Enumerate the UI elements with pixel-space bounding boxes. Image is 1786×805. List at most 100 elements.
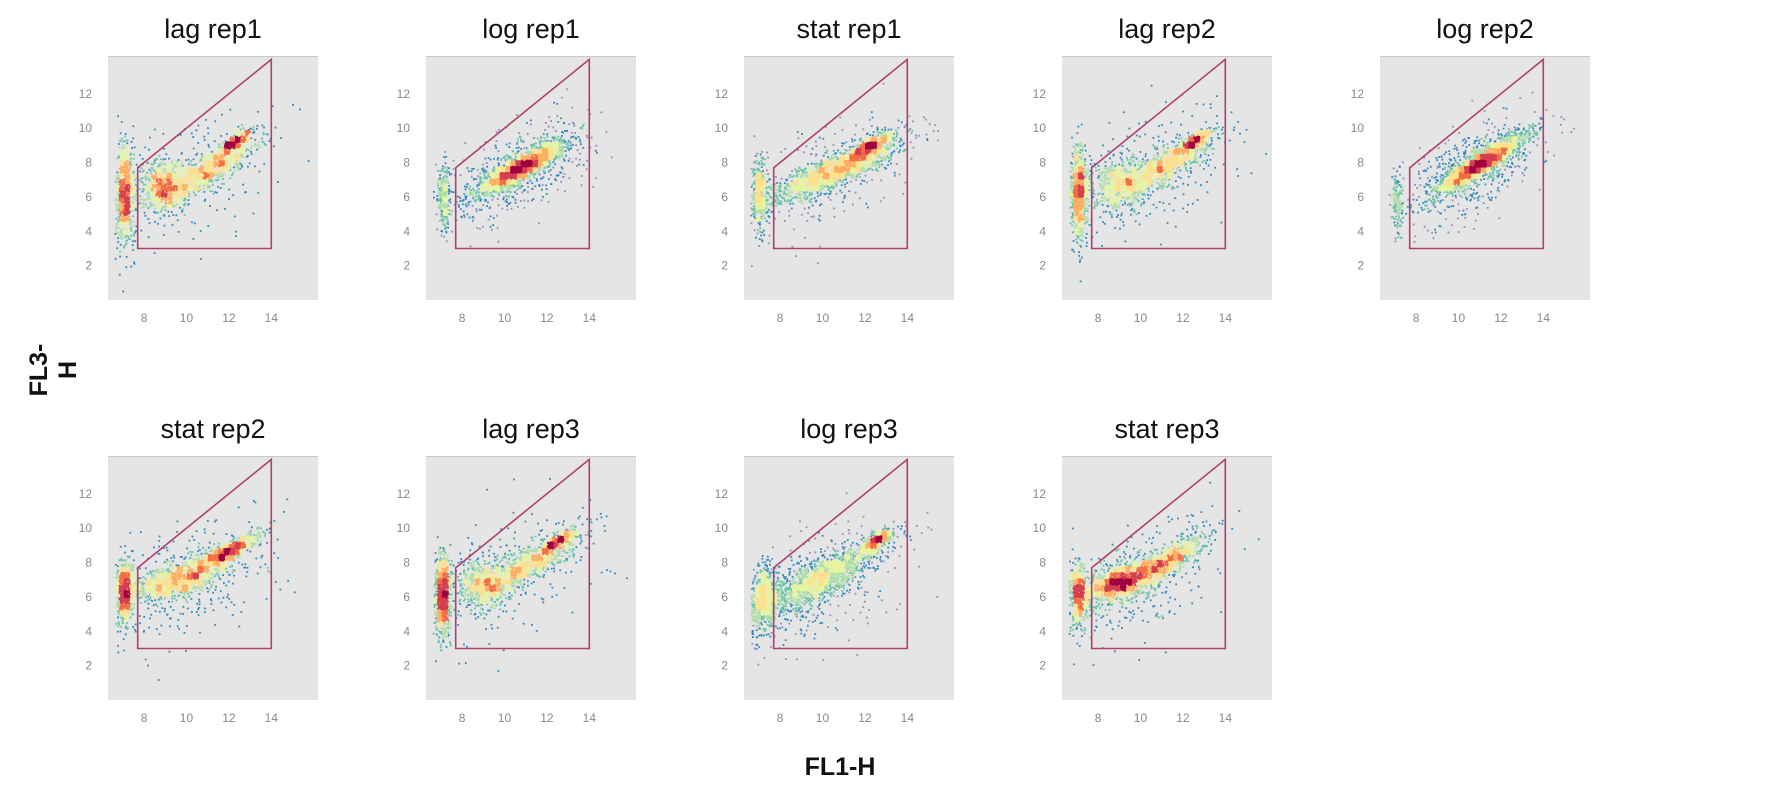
data-point	[124, 155, 127, 158]
data-point	[126, 201, 128, 204]
data-point	[440, 190, 442, 192]
data-point	[193, 179, 196, 182]
data-point	[196, 167, 199, 170]
data-point	[245, 134, 248, 136]
data-point	[568, 149, 570, 151]
data-point	[579, 138, 581, 141]
data-point	[307, 160, 310, 162]
data-point	[169, 172, 171, 174]
data-point	[506, 166, 508, 168]
data-point	[146, 192, 149, 195]
data-point	[562, 176, 565, 178]
data-point	[576, 149, 579, 151]
data-point	[512, 160, 515, 163]
data-point	[207, 161, 209, 163]
data-point	[522, 177, 525, 180]
data-point	[482, 163, 485, 166]
data-point	[163, 171, 166, 174]
data-point	[181, 190, 183, 192]
data-point	[133, 193, 136, 196]
data-point	[509, 186, 512, 189]
data-point	[498, 181, 501, 184]
data-point	[610, 156, 613, 159]
data-point	[496, 178, 499, 181]
data-point	[150, 202, 153, 205]
data-point	[241, 150, 244, 152]
data-point	[164, 188, 167, 191]
data-point	[442, 220, 445, 223]
data-point	[541, 150, 544, 153]
data-point	[134, 178, 137, 181]
data-point	[195, 174, 198, 177]
data-point	[552, 147, 555, 150]
data-point	[135, 163, 138, 166]
data-point	[169, 175, 172, 178]
data-point	[441, 230, 444, 233]
data-point	[157, 206, 160, 208]
data-point	[218, 164, 221, 167]
data-point	[517, 161, 520, 163]
data-point	[120, 219, 123, 222]
data-point	[546, 153, 549, 156]
data-point	[128, 178, 131, 181]
data-point	[173, 189, 176, 192]
data-point	[128, 228, 130, 230]
data-point	[245, 138, 248, 141]
data-point	[122, 290, 125, 293]
data-point	[530, 163, 533, 165]
data-point	[501, 207, 504, 210]
data-point	[231, 172, 234, 175]
data-point	[550, 144, 552, 147]
data-point	[477, 175, 480, 178]
data-point	[446, 208, 449, 211]
data-point	[538, 155, 541, 158]
data-point	[450, 173, 453, 175]
data-point	[568, 123, 570, 126]
data-point	[207, 143, 210, 146]
data-point	[166, 167, 169, 170]
data-point	[197, 142, 200, 144]
data-point	[540, 199, 543, 202]
data-point	[521, 154, 524, 157]
data-point	[175, 194, 178, 196]
data-point	[157, 198, 160, 200]
data-point	[506, 195, 509, 198]
data-point	[166, 186, 169, 189]
data-point	[262, 131, 265, 134]
data-point	[439, 174, 441, 176]
data-point	[492, 188, 495, 190]
data-point	[126, 185, 129, 187]
data-point	[159, 192, 161, 195]
data-point	[171, 161, 173, 164]
data-point	[184, 186, 187, 189]
data-point	[187, 158, 190, 161]
data-point	[440, 197, 442, 199]
data-point	[527, 191, 529, 193]
data-point	[203, 200, 206, 202]
data-point	[245, 130, 248, 133]
data-point	[447, 190, 450, 193]
data-point	[213, 152, 216, 155]
data-point	[237, 146, 240, 149]
data-point	[120, 231, 122, 234]
data-point	[483, 148, 485, 151]
data-point	[247, 129, 250, 131]
data-point	[580, 127, 583, 129]
data-point	[558, 149, 561, 151]
data-point	[242, 156, 245, 158]
data-point	[589, 146, 592, 149]
data-point	[467, 201, 470, 204]
data-point	[481, 168, 483, 171]
data-point	[520, 148, 522, 150]
data-point	[225, 150, 228, 153]
data-point	[547, 147, 549, 150]
data-point	[212, 156, 215, 159]
data-point	[433, 191, 435, 193]
data-point	[442, 188, 445, 190]
data-point	[209, 176, 212, 179]
data-point	[123, 207, 126, 210]
data-point	[153, 179, 156, 181]
data-point	[223, 169, 225, 172]
data-point	[217, 149, 219, 152]
data-point	[537, 161, 540, 164]
